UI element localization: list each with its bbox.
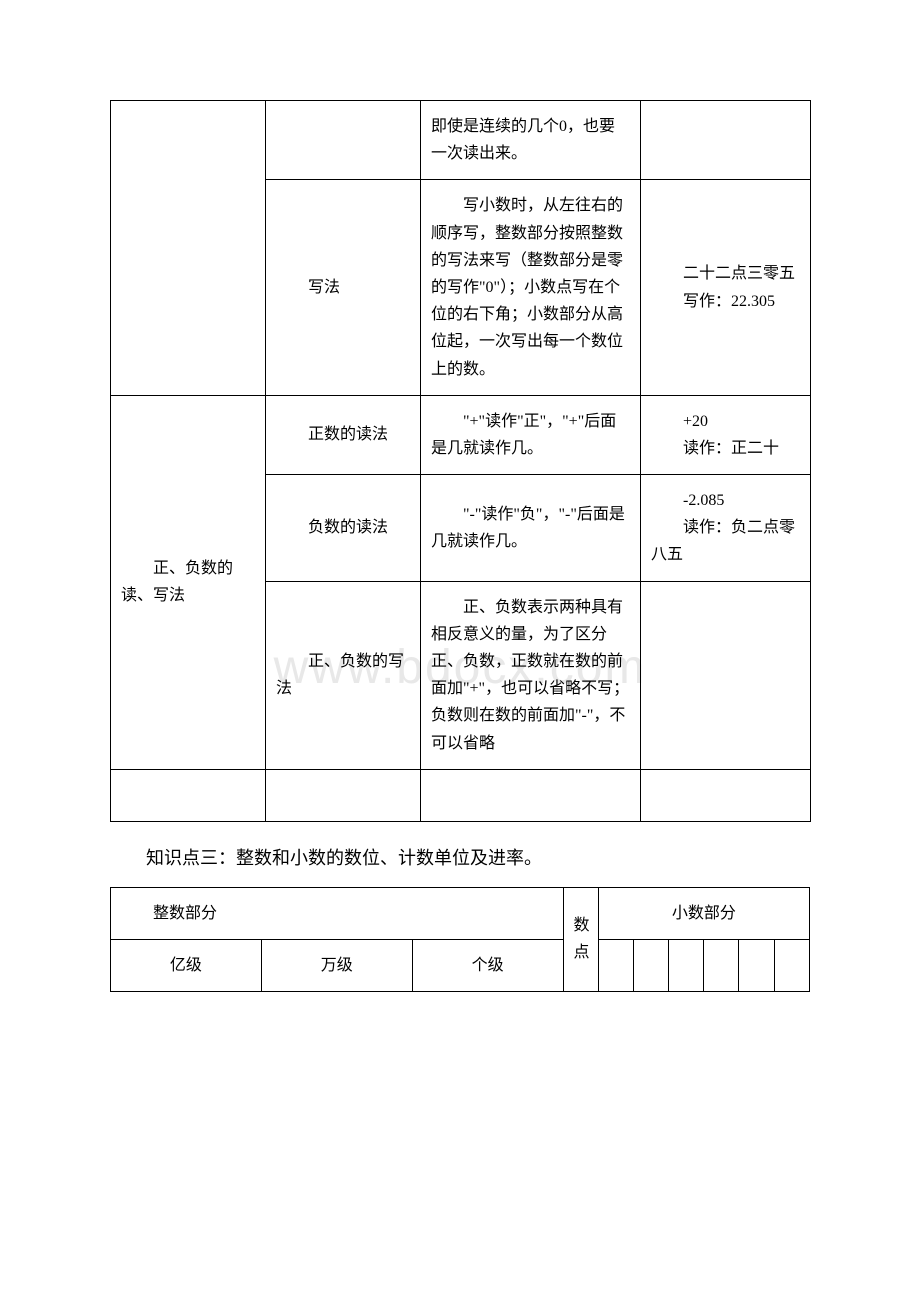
example-text: 二十二点三零五 (651, 260, 800, 287)
table-row (111, 769, 811, 821)
table-row: 亿级 万级 个级 (111, 939, 810, 991)
cell-write-example: 二十二点三零五 写作：22.305 (641, 180, 811, 395)
cell-empty (266, 101, 421, 180)
digit-table: 整数部分 数点 小数部分 亿级 万级 个级 (110, 887, 810, 992)
cell-empty (739, 939, 774, 991)
cell-decimal-part-header: 小数部分 (598, 887, 809, 939)
main-table: 即使是连续的几个0，也要一次读出来。 写法 写小数时，从左往右的顺序写，整数部分… (110, 100, 811, 822)
cell-empty (598, 939, 633, 991)
cell-category-decimal (111, 101, 266, 396)
cell-wan-level: 万级 (261, 939, 412, 991)
table-row: 即使是连续的几个0，也要一次读出来。 (111, 101, 811, 180)
cell-empty (704, 939, 739, 991)
cell-empty (266, 769, 421, 821)
cell-positive-read-label: 正数的读法 (266, 395, 421, 474)
cell-empty (421, 769, 641, 821)
example-text: 读作：正二十 (651, 435, 800, 462)
cell-empty (641, 581, 811, 769)
cell-ge-level: 个级 (412, 939, 563, 991)
cell-empty (641, 101, 811, 180)
cell-signed-write-desc: 正、负数表示两种具有相反意义的量，为了区分正、负数，正数就在数的前面加"+"，也… (421, 581, 641, 769)
cell-negative-read-label: 负数的读法 (266, 475, 421, 582)
cell-write-method-label: 写法 (266, 180, 421, 395)
example-value: -2.085 (651, 487, 800, 514)
cell-reading-rule: 即使是连续的几个0，也要一次读出来。 (421, 101, 641, 180)
cell-empty (774, 939, 809, 991)
cell-negative-example: -2.085 读作：负二点零八五 (641, 475, 811, 582)
cell-empty (669, 939, 704, 991)
table-row: 整数部分 数点 小数部分 (111, 887, 810, 939)
cell-empty (641, 769, 811, 821)
example-value: 写作：22.305 (651, 288, 800, 315)
table-row: 正、负数的读、写法 正数的读法 "+"读作"正"，"+"后面是几就读作几。 +2… (111, 395, 811, 474)
cell-empty (111, 769, 266, 821)
cell-integer-part-header: 整数部分 (111, 887, 564, 939)
cell-category-signed: 正、负数的读、写法 (111, 395, 266, 769)
cell-positive-example: +20 读作：正二十 (641, 395, 811, 474)
cell-decimal-point-header: 数点 (563, 887, 598, 991)
section-title: 知识点三：整数和小数的数位、计数单位及进率。 (110, 844, 810, 873)
cell-positive-read-desc: "+"读作"正"，"+"后面是几就读作几。 (421, 395, 641, 474)
cell-yi-level: 亿级 (111, 939, 262, 991)
example-text: 读作：负二点零八五 (651, 514, 800, 568)
cell-signed-write-label: 正、负数的写法 (266, 581, 421, 769)
cell-write-method-desc: 写小数时，从左往右的顺序写，整数部分按照整数的写法来写（整数部分是零的写作"0"… (421, 180, 641, 395)
cell-empty (633, 939, 668, 991)
example-value: +20 (651, 408, 800, 435)
cell-negative-read-desc: "-"读作"负"，"-"后面是几就读作几。 (421, 475, 641, 582)
